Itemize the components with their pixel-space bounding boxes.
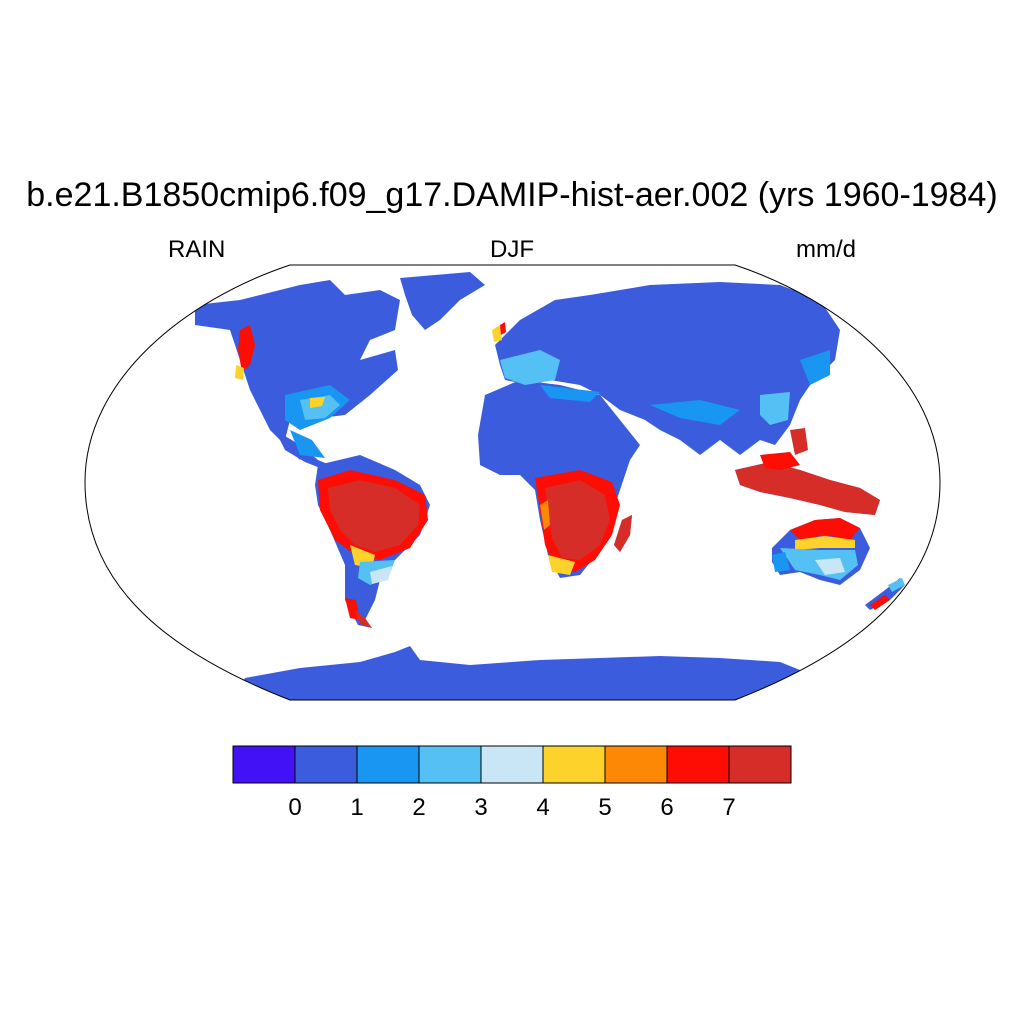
eurasia	[495, 282, 840, 455]
season-label: DJF	[490, 236, 534, 263]
colorbar-tick-label: 1	[350, 794, 363, 821]
colorbar-tick-label: 0	[288, 794, 301, 821]
colorbar-swatch	[294, 745, 358, 784]
colorbar-swatch	[666, 745, 730, 784]
colorbar-swatch	[480, 745, 544, 784]
colorbar-swatch	[232, 745, 296, 784]
colorbar-swatch	[728, 745, 792, 784]
colorbar-tick-label: 4	[536, 794, 549, 821]
colorbar-tick-label: 5	[598, 794, 611, 821]
colorbar-tick-label: 6	[660, 794, 673, 821]
colorbar: 0 1 2 3 4 5 6 7	[232, 745, 792, 821]
antarctica	[230, 646, 800, 700]
map-boundary	[84, 264, 941, 701]
colorbar-tick-label: 3	[474, 794, 487, 821]
colorbar-tick-label: 2	[412, 794, 425, 821]
units-label: mm/d	[796, 236, 856, 263]
colorbar-tick-label: 7	[722, 794, 735, 821]
land-layer	[195, 272, 905, 700]
plot-title: b.e21.B1850cmip6.f09_g17.DAMIP-hist-aer.…	[26, 176, 998, 214]
precipitation-overlays	[235, 322, 905, 628]
greenland	[400, 272, 485, 330]
north-america	[195, 280, 400, 460]
variable-label: RAIN	[168, 236, 226, 263]
colorbar-swatch	[356, 745, 420, 784]
colorbar-swatch	[604, 745, 668, 784]
colorbar-swatch	[542, 745, 606, 784]
colorbar-swatch	[418, 745, 482, 784]
